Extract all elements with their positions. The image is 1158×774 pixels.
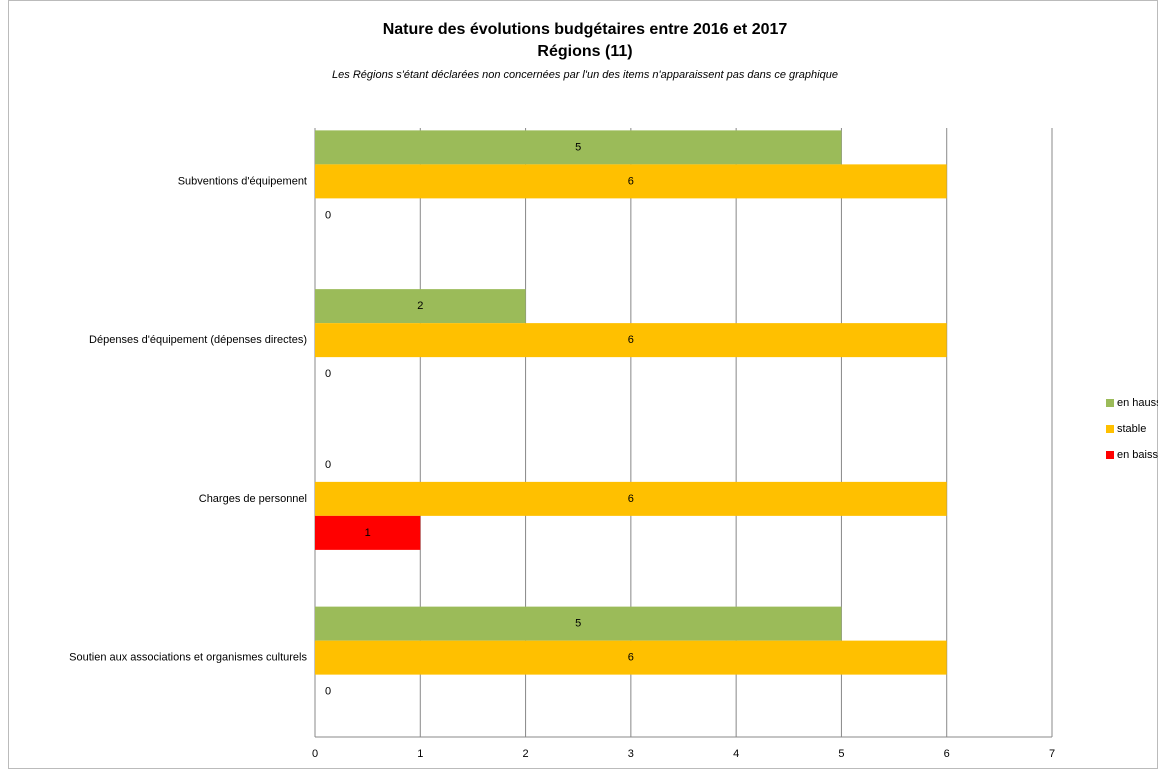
x-tick-label: 7 <box>1049 748 1055 760</box>
data-label: 2 <box>417 300 423 312</box>
bar <box>315 323 947 358</box>
y-tick-label: Soutien aux associations et organismes c… <box>69 652 307 664</box>
bar <box>315 289 526 324</box>
data-label: 6 <box>628 493 634 505</box>
x-tick-label: 3 <box>628 748 634 760</box>
y-tick-label: Dépenses d'équipement (dépenses directes… <box>89 334 307 346</box>
legend-swatch <box>1106 425 1114 433</box>
legend-swatch <box>1106 399 1114 407</box>
bar <box>315 515 421 550</box>
chart-subtitle: Régions (11) <box>537 43 632 60</box>
x-tick-label: 4 <box>733 748 739 760</box>
x-tick-label: 2 <box>523 748 529 760</box>
data-label: 0 <box>325 209 331 221</box>
x-tick-label: 1 <box>417 748 423 760</box>
bar <box>315 606 842 641</box>
legend-label: en hausse <box>1117 397 1158 409</box>
data-label: 5 <box>575 618 581 630</box>
legend-label: stable <box>1117 423 1146 435</box>
bar <box>315 164 947 199</box>
chart-title: Nature des évolutions budgétaires entre … <box>383 21 788 38</box>
y-tick-label: Subventions d'équipement <box>178 175 307 187</box>
data-label: 6 <box>628 652 634 664</box>
chart-note: Les Régions s'étant déclarées non concer… <box>332 69 838 81</box>
x-tick-label: 6 <box>944 748 950 760</box>
legend-swatch <box>1106 451 1114 459</box>
legend-label: en baisse <box>1117 449 1158 461</box>
data-label: 6 <box>628 175 634 187</box>
data-label: 0 <box>325 686 331 698</box>
x-tick-label: 5 <box>838 748 844 760</box>
bar <box>315 640 947 675</box>
data-label: 6 <box>628 334 634 346</box>
data-label: 1 <box>365 527 371 539</box>
data-label: 5 <box>575 141 581 153</box>
data-label: 0 <box>325 368 331 380</box>
x-tick-label: 0 <box>312 748 318 760</box>
bar <box>315 130 842 165</box>
data-label: 0 <box>325 459 331 471</box>
bar <box>315 481 947 516</box>
y-tick-label: Charges de personnel <box>199 493 307 505</box>
